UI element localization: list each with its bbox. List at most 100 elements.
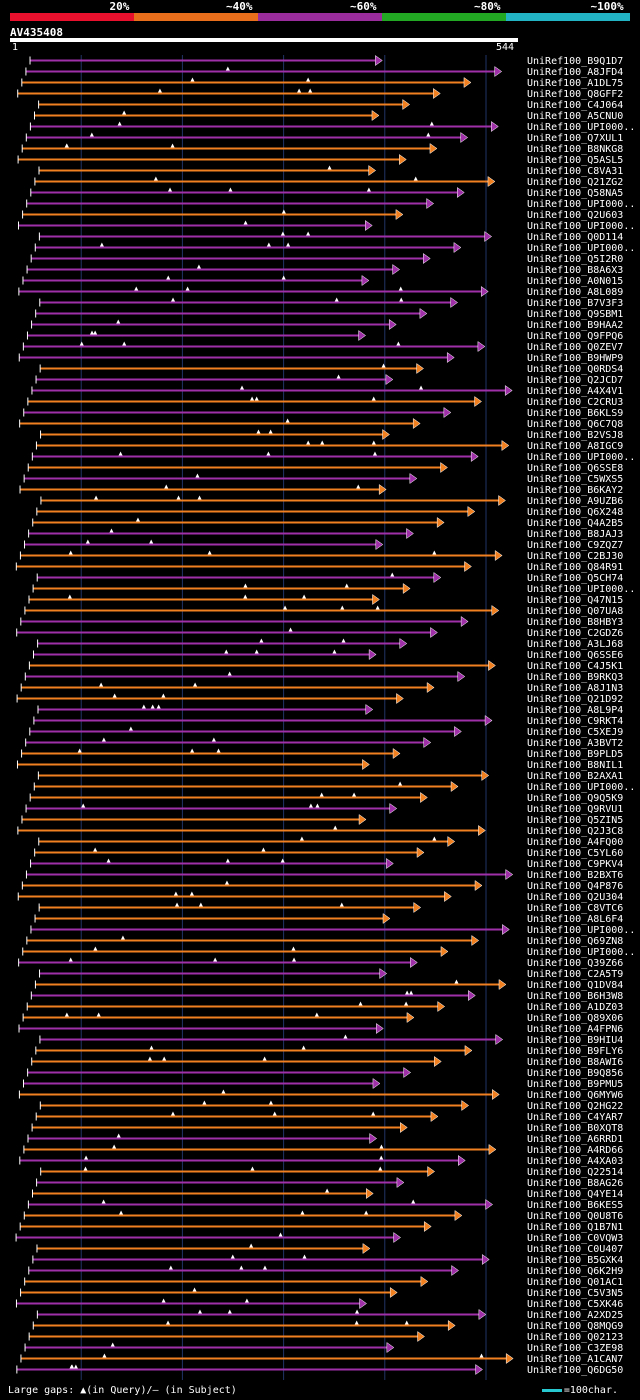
hit-label[interactable]: UniRef100_B6KLS9 [527,408,623,419]
hit-label[interactable]: UniRef100_C2A5T9 [527,969,623,980]
hit-label[interactable]: UniRef100_A9UZB6 [527,496,623,507]
hit-label[interactable]: UniRef100_B9Q1D7 [527,56,623,67]
hit-label[interactable]: UniRef100_B9FLY6 [527,1046,623,1057]
hit-label[interactable]: UniRef100_A4XA03 [527,1156,623,1167]
hit-label[interactable]: UniRef100_Q89X06 [527,1013,623,1024]
hit-label[interactable]: UniRef100_A8JFD4 [527,67,623,78]
hit-label[interactable]: UniRef100_UPI000.. [527,199,635,210]
hit-label[interactable]: UniRef100_B8A6X3 [527,265,623,276]
hit-label[interactable]: UniRef100_Q0U8T6 [527,1211,623,1222]
hit-label[interactable]: UniRef100_Q9FPQ6 [527,331,623,342]
hit-label[interactable]: UniRef100_Q2HG22 [527,1101,623,1112]
hit-label[interactable]: UniRef100_UPI000.. [527,122,635,133]
hit-label[interactable]: UniRef100_Q69ZN8 [527,936,623,947]
hit-label[interactable]: UniRef100_Q2JCD7 [527,375,623,386]
hit-label[interactable]: UniRef100_B6KAY2 [527,485,623,496]
hit-label[interactable]: UniRef100_A1DL75 [527,78,623,89]
hit-label[interactable]: UniRef100_Q4P876 [527,881,623,892]
hit-label[interactable]: UniRef100_A4FQ00 [527,837,623,848]
hit-label[interactable]: UniRef100_C4J5K1 [527,661,623,672]
hit-label[interactable]: UniRef100_Q5ASL5 [527,155,623,166]
hit-label[interactable]: UniRef100_A8IGC9 [527,441,623,452]
hit-label[interactable]: UniRef100_Q2J3C8 [527,826,623,837]
hit-label[interactable]: UniRef100_B8NKG8 [527,144,623,155]
hit-label[interactable]: UniRef100_C2BJ30 [527,551,623,562]
hit-label[interactable]: UniRef100_A4RD66 [527,1145,623,1156]
hit-label[interactable]: UniRef100_C4YAR7 [527,1112,623,1123]
hit-label[interactable]: UniRef100_Q8MQG9 [527,1321,623,1332]
hit-label[interactable]: UniRef100_Q07UA8 [527,606,623,617]
hit-label[interactable]: UniRef100_UPI000.. [527,243,635,254]
hit-label[interactable]: UniRef100_Q2U603 [527,210,623,221]
hit-label[interactable]: UniRef100_UPI000.. [527,584,635,595]
hit-label[interactable]: UniRef100_UPI000.. [527,221,635,232]
hit-label[interactable]: UniRef100_Q01AC1 [527,1277,623,1288]
hit-label[interactable]: UniRef100_C9PKV4 [527,859,623,870]
hit-label[interactable]: UniRef100_B6KES5 [527,1200,623,1211]
hit-label[interactable]: UniRef100_Q02123 [527,1332,623,1343]
hit-label[interactable]: UniRef100_B8JAJ3 [527,529,623,540]
hit-label[interactable]: UniRef100_Q6MYW6 [527,1090,623,1101]
hit-label[interactable]: UniRef100_Q1B7N1 [527,1222,623,1233]
hit-label[interactable]: UniRef100_B0XQT8 [527,1123,623,1134]
hit-label[interactable]: UniRef100_B9HAA2 [527,320,623,331]
hit-label[interactable]: UniRef100_UPI000.. [527,782,635,793]
hit-label[interactable]: UniRef100_Q6C7Q8 [527,419,623,430]
hit-label[interactable]: UniRef100_Q0ZEV7 [527,342,623,353]
hit-label[interactable]: UniRef100_C2CRU3 [527,397,623,408]
hit-label[interactable]: UniRef100_Q9SBM1 [527,309,623,320]
hit-label[interactable]: UniRef100_Q6DG50 [527,1365,623,1376]
hit-label[interactable]: UniRef100_B2VSJ8 [527,430,623,441]
hit-label[interactable]: UniRef100_A4X4V1 [527,386,623,397]
hit-label[interactable]: UniRef100_Q5ZIN5 [527,815,623,826]
hit-label[interactable]: UniRef100_A3LJ68 [527,639,623,650]
hit-label[interactable]: UniRef100_B5GXK4 [527,1255,623,1266]
hit-label[interactable]: UniRef100_A1DZ03 [527,1002,623,1013]
hit-label[interactable]: UniRef100_Q2U304 [527,892,623,903]
hit-label[interactable]: UniRef100_Q21D92 [527,694,623,705]
hit-label[interactable]: UniRef100_C8VTC6 [527,903,623,914]
hit-label[interactable]: UniRef100_Q6K2H9 [527,1266,623,1277]
hit-label[interactable]: UniRef100_Q22514 [527,1167,623,1178]
hit-label[interactable]: UniRef100_Q58NA5 [527,188,623,199]
hit-label[interactable]: UniRef100_A2XD25 [527,1310,623,1321]
hit-label[interactable]: UniRef100_Q0RDS4 [527,364,623,375]
hit-label[interactable]: UniRef100_B8AG26 [527,1178,623,1189]
hit-label[interactable]: UniRef100_Q39Z66 [527,958,623,969]
hit-label[interactable]: UniRef100_C4J064 [527,100,623,111]
hit-label[interactable]: UniRef100_UPI000.. [527,925,635,936]
hit-label[interactable]: UniRef100_C5YL60 [527,848,623,859]
hit-label[interactable]: UniRef100_C9ZQZ7 [527,540,623,551]
hit-label[interactable]: UniRef100_Q9Q5K9 [527,793,623,804]
hit-label[interactable]: UniRef100_A6RRD1 [527,1134,623,1145]
hit-label[interactable]: UniRef100_Q4A2B5 [527,518,623,529]
hit-label[interactable]: UniRef100_B8NIL1 [527,760,623,771]
hit-label[interactable]: UniRef100_A8L6F4 [527,914,623,925]
hit-label[interactable]: UniRef100_Q6SSE6 [527,650,623,661]
hit-label[interactable]: UniRef100_B2BXT6 [527,870,623,881]
hit-label[interactable]: UniRef100_Q4YE14 [527,1189,623,1200]
hit-label[interactable]: UniRef100_B9Q856 [527,1068,623,1079]
hit-label[interactable]: UniRef100_C9RKT4 [527,716,623,727]
hit-label[interactable]: UniRef100_B9PLD5 [527,749,623,760]
hit-label[interactable]: UniRef100_C5XEJ9 [527,727,623,738]
hit-label[interactable]: UniRef100_B2AXA1 [527,771,623,782]
hit-label[interactable]: UniRef100_B9RKQ3 [527,672,623,683]
hit-label[interactable]: UniRef100_Q8GFF2 [527,89,623,100]
hit-label[interactable]: UniRef100_C2GDZ6 [527,628,623,639]
hit-label[interactable]: UniRef100_Q7XUL1 [527,133,623,144]
hit-label[interactable]: UniRef100_Q5I2R0 [527,254,623,265]
hit-label[interactable]: UniRef100_C3ZE98 [527,1343,623,1354]
hit-label[interactable]: UniRef100_A5CNU0 [527,111,623,122]
hit-label[interactable]: UniRef100_Q5CH74 [527,573,623,584]
hit-label[interactable]: UniRef100_C5XK46 [527,1299,623,1310]
hit-label[interactable]: UniRef100_B9HWP9 [527,353,623,364]
hit-label[interactable]: UniRef100_Q6SSE8 [527,463,623,474]
hit-label[interactable]: UniRef100_A4FPN6 [527,1024,623,1035]
hit-label[interactable]: UniRef100_A8L9P4 [527,705,623,716]
hit-label[interactable]: UniRef100_Q1DV84 [527,980,623,991]
hit-label[interactable]: UniRef100_UPI000.. [527,452,635,463]
hit-label[interactable]: UniRef100_B7V3F3 [527,298,623,309]
hit-label[interactable]: UniRef100_C5WXS5 [527,474,623,485]
hit-label[interactable]: UniRef100_Q84R91 [527,562,623,573]
